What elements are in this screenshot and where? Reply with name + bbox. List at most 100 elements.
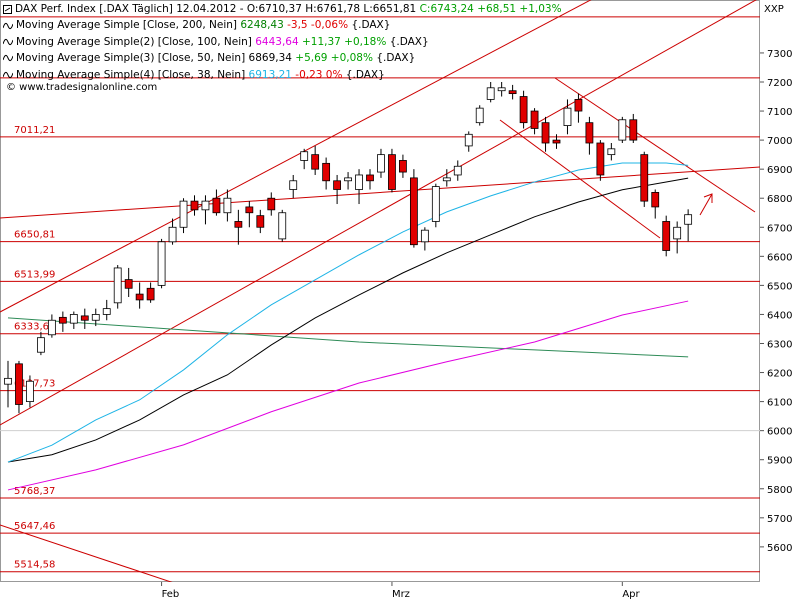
- y-tick-label: 6500: [767, 281, 792, 292]
- candle-body: [201, 200, 210, 211]
- legend-name: Moving Average Simple(2) [Close, 100, Ne…: [16, 35, 252, 48]
- x-tick-label: Apr: [622, 589, 640, 600]
- candle-body: [388, 154, 396, 190]
- ma-layer: [7, 162, 689, 491]
- instrument: DAX Perf. Index [.DAX Täglich]: [15, 3, 173, 15]
- arrow: [699, 193, 713, 216]
- trend-line: [0, 524, 173, 582]
- ma-line: [7, 317, 689, 358]
- legend-symbol: {.DAX}: [389, 35, 429, 48]
- candle-body: [256, 215, 265, 228]
- y-tick-label: 6200: [767, 369, 792, 380]
- candle-body: [607, 148, 616, 156]
- candle-body: [420, 229, 429, 243]
- trend-lines: [0, 0, 760, 582]
- legend-icon-path: [3, 71, 13, 78]
- candle-body: [409, 177, 418, 246]
- candle-body: [212, 197, 221, 214]
- legend-entry: Moving Average Simple(2) [Close, 100, Ne…: [3, 34, 562, 50]
- candle-body: [486, 87, 495, 100]
- legend-symbol: {.DAX}: [345, 68, 385, 81]
- candle-body: [58, 316, 67, 324]
- candle-body: [80, 315, 89, 321]
- candle-body: [267, 197, 276, 211]
- legend-name: Moving Average Simple [Close, 200, Nein]: [16, 19, 237, 32]
- candle-body: [530, 110, 539, 129]
- candle-body: [651, 192, 660, 208]
- legend-value: 6913,21: [248, 68, 292, 81]
- candle-body: [563, 107, 572, 126]
- candle-body: [453, 165, 462, 176]
- candle-body: [377, 154, 385, 173]
- y-tick-label: 6900: [767, 165, 792, 176]
- watermark: © www.tradesignalonline.com: [6, 82, 157, 93]
- y-tick-label: 6300: [767, 339, 792, 350]
- legend-icon: [3, 22, 13, 29]
- level-label: 5768,37: [14, 486, 55, 497]
- legend-symbol: {.DAX}: [376, 52, 416, 65]
- candle-body: [585, 122, 594, 144]
- legend-icon-path: [3, 22, 13, 29]
- candle-body: [629, 119, 638, 141]
- y-tick-label: 6000: [767, 427, 792, 438]
- candle-body: [300, 151, 309, 161]
- candle-body: [102, 308, 111, 315]
- level-label: 7011,21: [14, 125, 55, 136]
- candle-body: [431, 186, 440, 222]
- candle-body: [15, 363, 23, 405]
- legend-change: +5,69 +0,08%: [295, 52, 373, 65]
- level-label: 6333,62: [14, 322, 55, 333]
- y-tick-label: 6800: [767, 194, 792, 205]
- arrow-head: [703, 193, 713, 203]
- level-label: 5647,46: [14, 521, 55, 532]
- y-tick-label: 5700: [767, 514, 792, 525]
- candle-body: [234, 221, 243, 228]
- axes: 5600 5700 5800 5900 6000 6100 6200 6300 6400 6500…: [161, 49, 792, 600]
- plot-area: [0, 0, 760, 582]
- candle-body: [399, 160, 407, 173]
- legend-symbol: {.DAX}: [351, 19, 391, 32]
- candle-body: [168, 226, 177, 243]
- legend-entry: Moving Average Simple [Close, 200, Nein]…: [3, 17, 562, 33]
- candle-body: [223, 197, 232, 214]
- candle-body: [190, 200, 199, 211]
- ma-line: [7, 177, 689, 463]
- level-label: 6513,99: [14, 269, 55, 280]
- candles-layer: [4, 81, 693, 414]
- legend-change: -0,23 0%: [295, 68, 343, 81]
- level-label: 6650,81: [14, 230, 55, 241]
- legend-value: 6443,64: [255, 35, 299, 48]
- legend-icon: [3, 71, 13, 78]
- y-tick-label: 7100: [767, 107, 792, 118]
- candle-body: [519, 96, 528, 124]
- candle-body: [157, 241, 166, 286]
- y-tick-label: 6600: [767, 252, 792, 263]
- date: 12.04.2012: [176, 3, 237, 15]
- candle-body: [91, 314, 100, 321]
- y-tick-label: 5800: [767, 485, 792, 496]
- y-tick-label: 6100: [767, 398, 792, 409]
- candle-body: [69, 314, 78, 324]
- close: C:6743,24 +68,51 +1,03%: [419, 3, 562, 15]
- candle-body: [26, 380, 34, 403]
- header: DAX Perf. Index [.DAX Täglich] 12.04.201…: [3, 1, 562, 83]
- legend-icon-path: [3, 55, 13, 62]
- candle-body: [508, 90, 517, 95]
- level-label: 5514,58: [14, 560, 55, 571]
- legend-value: 6248,43: [240, 19, 284, 32]
- y-tick-label: 6400: [767, 310, 792, 321]
- candle-body: [322, 162, 331, 182]
- candle-body: [541, 122, 550, 144]
- trend-line: [0, 0, 757, 426]
- candle-body: [497, 87, 506, 92]
- candle-body: [124, 279, 133, 289]
- y-tick-label: 7300: [767, 49, 792, 60]
- candle-body: [596, 142, 605, 176]
- candle-body: [113, 267, 122, 304]
- ma-line: [7, 162, 689, 463]
- candle-body: [311, 154, 320, 170]
- candle-body: [640, 154, 649, 202]
- axis-label: XXP: [764, 4, 784, 15]
